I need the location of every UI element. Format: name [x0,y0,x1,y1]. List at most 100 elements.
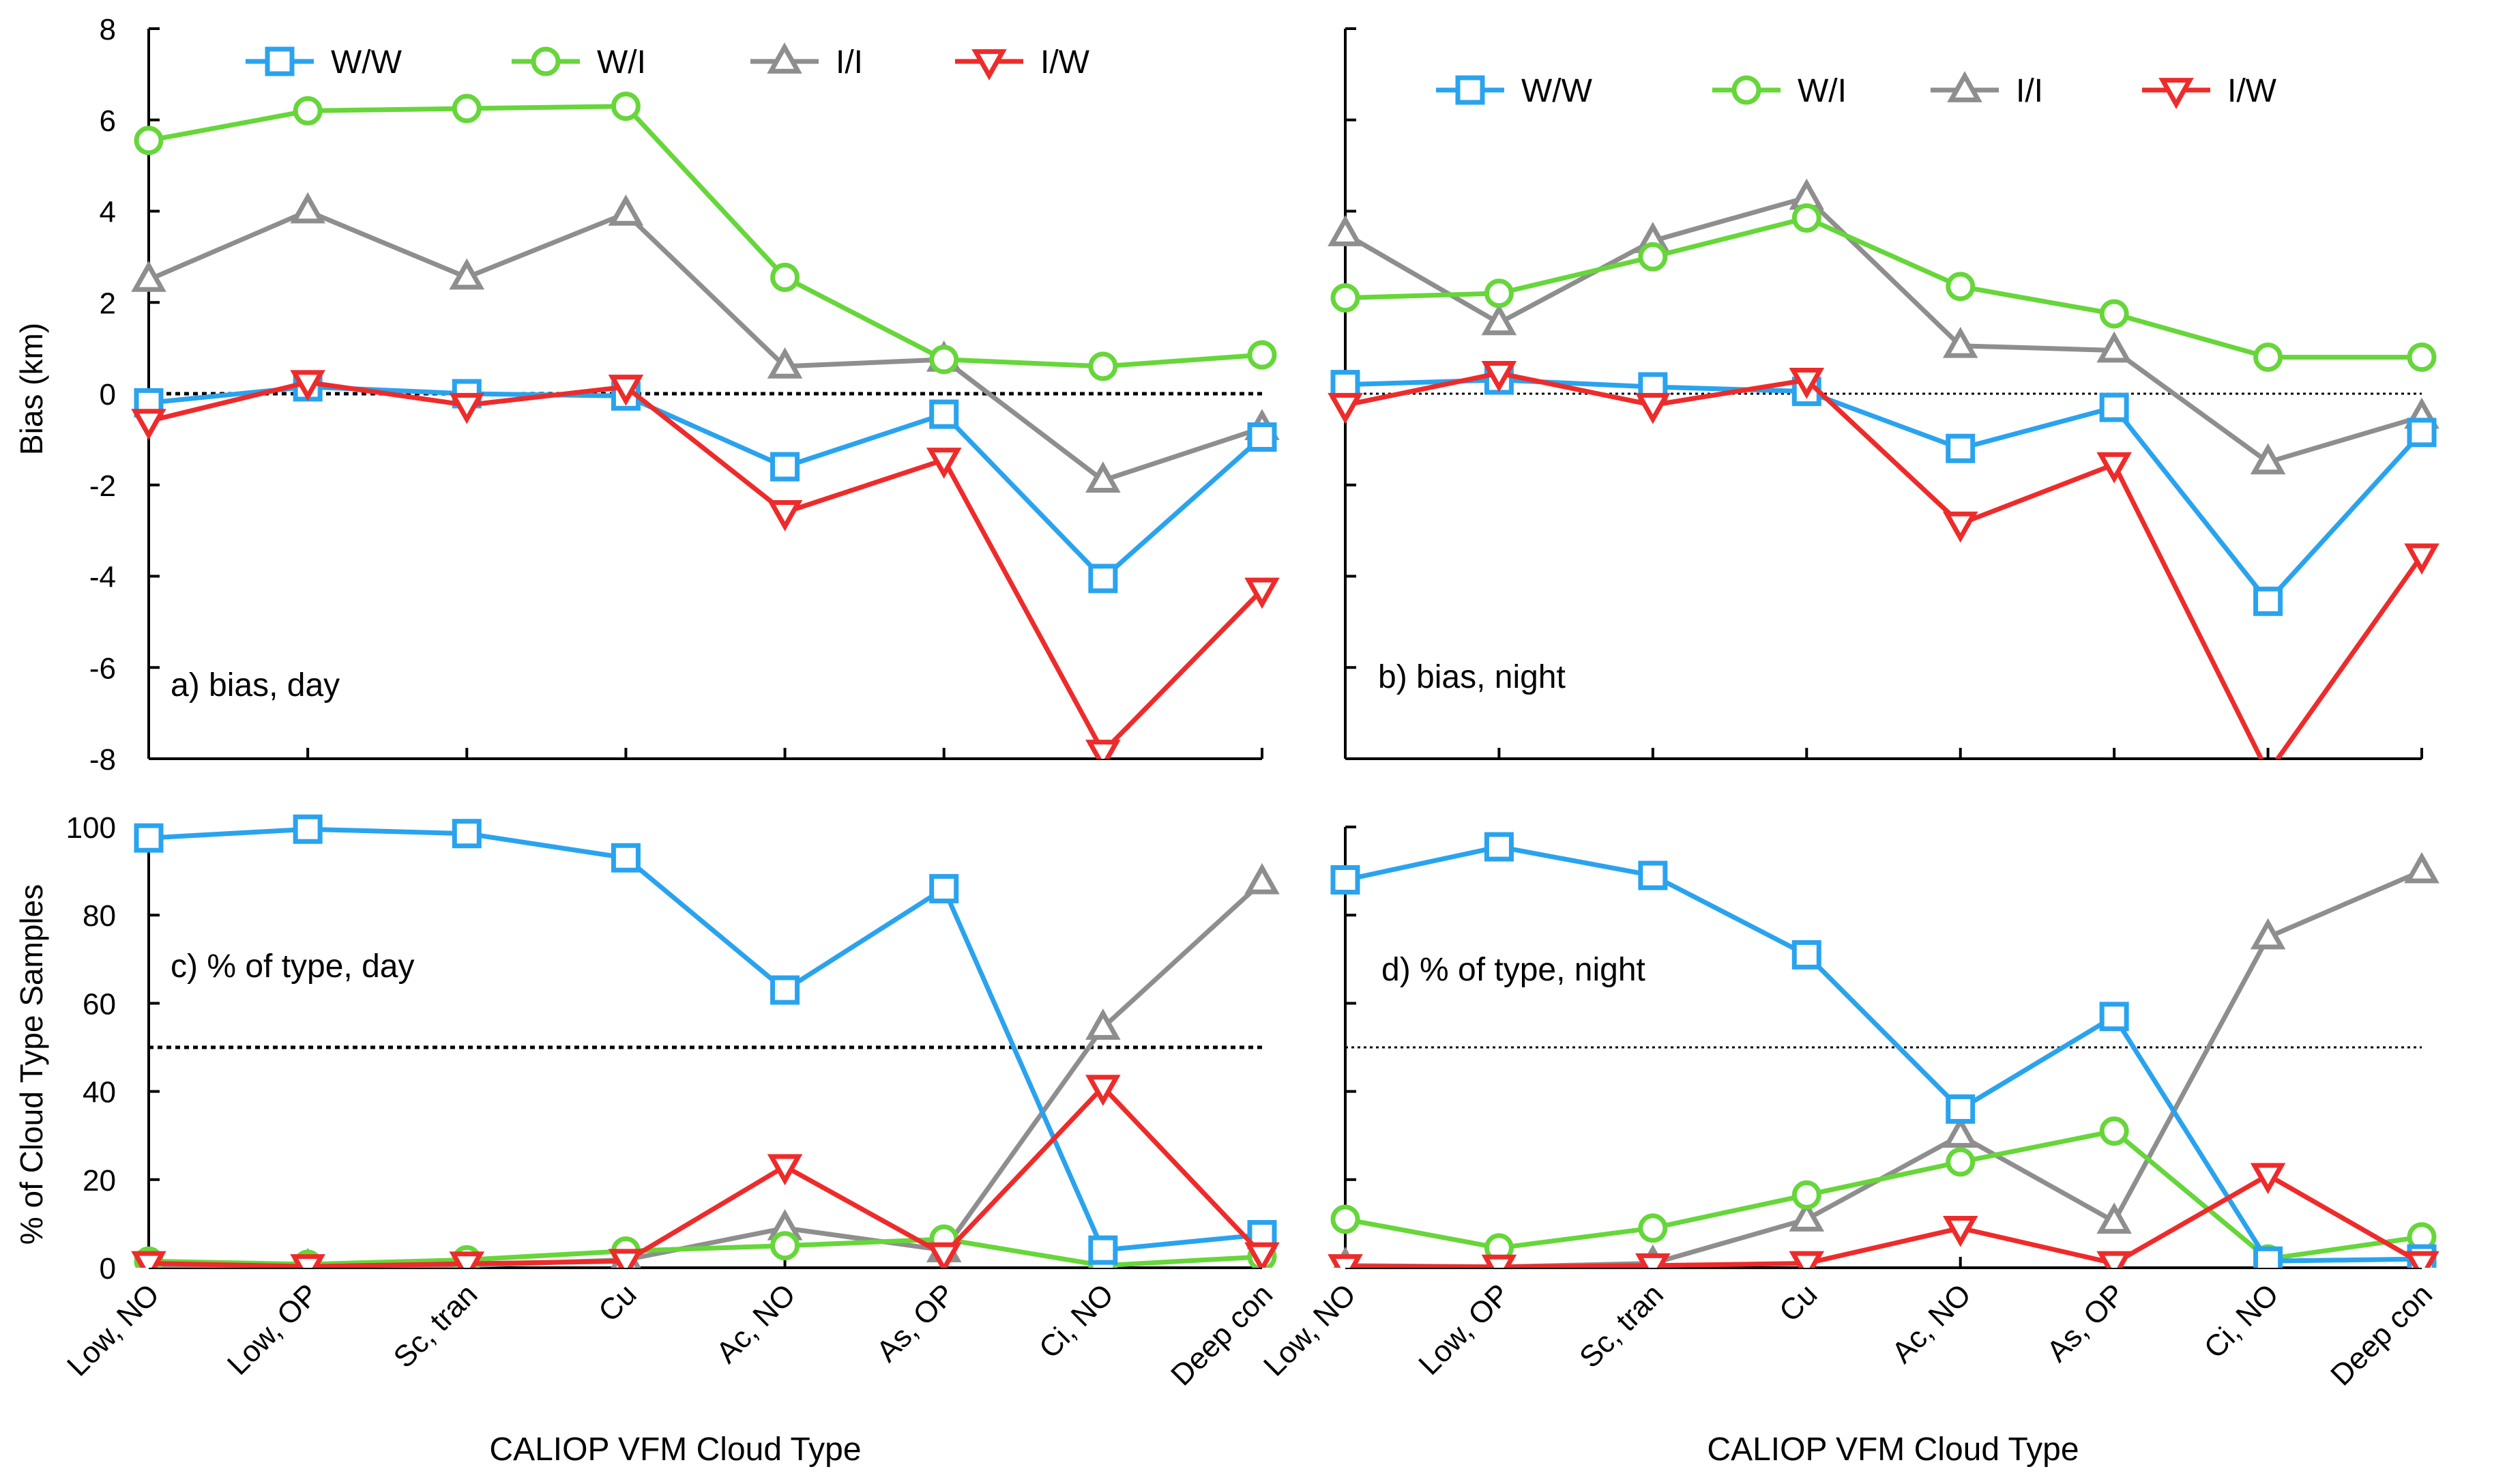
panel-c-point-i-w-4 [767,1154,803,1186]
panel-d-point-w-i-2 [1638,1213,1668,1243]
panel-a: -8 -6 -4 -2 0 2 4 6 8 W/W W/I I/I I/W a) bias, day [89,13,1280,776]
panel-d-title: d) % of type, night [1381,952,1645,988]
panel-d-line-i-w [1345,1172,2423,1268]
panel-d-point-i-i-5 [2096,1202,2132,1234]
panel-b-line-w-i [1345,216,2422,360]
panel-a-y-tick-label: 8 [100,13,116,46]
panel-a-point-w-i-6 [1088,351,1118,381]
panel-b-point-w-i-4 [1946,272,1976,302]
panel-b-point-i-w-3 [1789,368,1825,399]
panel-a-point-i-i-3 [608,194,644,226]
panel-c-line-w-i [148,1236,1263,1268]
panel-a-y-tick-label: 4 [100,196,116,229]
panel-b-legend-item-w-w: W/W [1436,73,1593,109]
panel-b-point-w-i-1 [1484,278,1514,308]
panel-b-legend-item-i-w: I/W [2142,73,2277,109]
panel-c-point-w-w-4 [770,975,800,1005]
panel-b-line-i-i [1344,194,2422,465]
panel-a-y-tick-label: -6 [89,652,116,685]
x-tick-labels-left-low-op: Low, OP [221,1277,325,1381]
panel-a-point-w-w-4 [770,452,800,482]
panel-d-point-w-w-0 [1330,865,1360,895]
x-axis-label-left: CALIOP VFM Cloud Type [489,1432,861,1468]
x-tick-labels-right-as-op: As, OP [2040,1277,2131,1368]
panel-b-point-i-w-6 [2255,763,2282,787]
panel-c-line-i-w [148,1084,1264,1268]
panel-d-point-i-w-2 [1635,1253,1671,1268]
panel-b-point-i-i-5 [2096,331,2132,363]
panel-a-y-tick-label: -4 [89,561,116,594]
panel-a-line-i-i [147,209,1263,483]
panel-a-series-i-i [131,192,1280,493]
panel-b-point-i-i-0 [1328,215,1363,246]
x-tick-labels-left-deep-con: Deep con [1164,1277,1279,1392]
panel-d-point-w-w-5 [2099,1002,2129,1032]
panel-d: d) % of type, night [1328,826,2440,1269]
panel-a-point-w-i-5 [929,345,959,375]
panel-d-point-i-w-1 [1481,1254,1517,1268]
y-axis-label-percent: % of Cloud Type Samples [14,884,49,1245]
panel-d-point-i-w-6 [2250,1163,2286,1195]
panel-d-point-w-w-6 [2253,1246,2283,1268]
panel-d-point-w-w-3 [1791,940,1821,970]
panel-d-point-w-i-3 [1791,1180,1821,1210]
panel-a-legend-marker-i-i [767,42,802,74]
panel-d-point-i-i-3 [1789,1200,1825,1232]
x-tick-labels-left: Low, NO Low, OP Sc, tran Cu Ac, NO As, OP Ci, … [61,1277,1279,1392]
panel-d-point-w-i-5 [2099,1116,2129,1146]
panel-a-point-w-w-7 [1247,422,1277,452]
panel-a-y-tick-label: -2 [89,469,116,503]
panel-b-legend-item-i-i: I/I [1931,71,2043,109]
panel-c-point-w-w-1 [293,814,323,844]
panel-a-point-i-i-2 [449,258,485,290]
panel-a-point-i-i-6 [1085,461,1121,493]
y-axis-label-bias: Bias (km) [14,323,49,455]
panel-c-series [131,814,1280,1268]
panel-a-legend-marker-i-w [971,49,1007,81]
panel-c-series-i-w [131,1075,1280,1268]
panel-d-point-w-i-4 [1946,1147,1976,1177]
panel-b-point-w-i-6 [2253,343,2283,372]
panel-c-point-i-w-6 [1085,1075,1121,1106]
panel-d-point-w-w-1 [1484,832,1514,862]
x-tick-labels-right-sc-tran: Sc, tran [1573,1277,1670,1374]
panel-c-point-w-w-2 [452,819,482,849]
panel-b-point-i-i-6 [2250,443,2286,475]
panel-b: W/W W/I I/I I/W b) bias, night [1328,27,2440,787]
panel-b-legend-marker-i-w [2158,78,2194,109]
x-tick-labels-left-cu: Cu [592,1277,643,1328]
x-tick-labels-left-as-op: As, OP [870,1277,961,1368]
panel-a-point-i-i-0 [131,260,166,292]
panel-b-point-i-w-1 [1481,361,1517,392]
panel-d-point-i-w-4 [1942,1215,1978,1247]
panel-c-point-w-w-5 [929,873,959,903]
panel-c-point-w-w-0 [134,823,164,853]
panel-c-point-i-w-5 [926,1242,962,1268]
panel-b-point-w-w-4 [1946,433,1976,463]
panel-a-point-i-w-4 [767,499,803,532]
panel-a-point-i-i-1 [290,192,325,224]
panel-d-line-i-i [1345,869,2423,1268]
panel-a-title: a) bias, day [171,667,340,703]
panel-a-y-tick-label: 0 [100,378,116,411]
panel-a-legend-label-w-i: W/I [597,44,646,81]
panel-a-point-w-i-7 [1247,340,1277,370]
panel-b-legend-marker-i-i [1947,71,1982,102]
panel-b-point-w-i-5 [2099,299,2129,329]
x-tick-labels-left-low-no: Low, NO [61,1277,166,1382]
panel-b-legend-item-w-i: W/I [1712,73,1847,109]
panel-a-y-tick-label: 2 [100,287,116,320]
panel-b-legend-marker-w-i [1731,75,1761,105]
panel-a-line-w-i [148,104,1263,369]
panel-c-point-i-w-2 [449,1251,485,1268]
panel-d-point-i-i-6 [2250,918,2286,950]
panel-d-line-w-w [1345,844,2422,1264]
panel-a-point-i-w-7 [1244,577,1280,609]
panel-a-series-i-w [131,370,1280,759]
panel-b-point-i-w-0 [1328,392,1363,424]
panel-a-point-w-i-3 [611,91,641,121]
panel-b-line-w-w [1345,377,2424,604]
x-tick-labels-right-ac-no: Ac, NO [1886,1277,1978,1369]
panel-d-point-i-i-7 [2404,852,2440,884]
x-tick-labels-left-ac-no: Ac, NO [710,1277,802,1369]
